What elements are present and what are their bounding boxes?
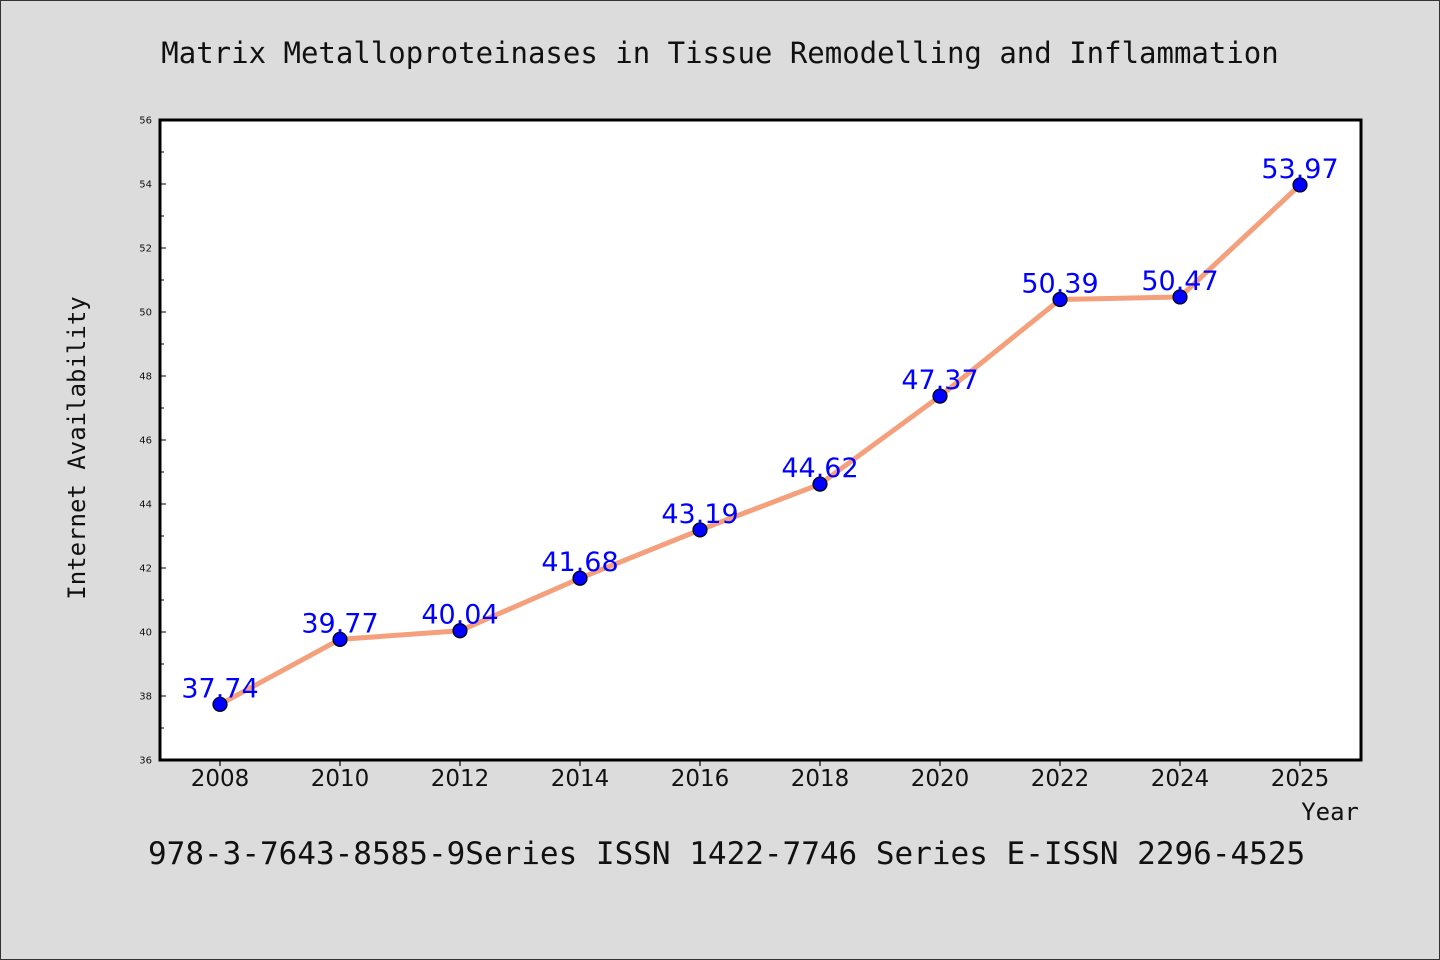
- y-tick-label: 56: [139, 116, 152, 127]
- chart-title: Matrix Metalloproteinases in Tissue Remo…: [161, 36, 1278, 70]
- y-tick-label: 48: [139, 372, 152, 383]
- y-tick-label: 44: [139, 500, 152, 511]
- data-point: [1172, 289, 1188, 305]
- data-label: 40.04: [421, 600, 498, 631]
- data-point: [452, 623, 468, 639]
- data-point: [1292, 177, 1308, 193]
- x-tick-label: 2025: [1271, 766, 1330, 792]
- data-point: [212, 696, 228, 712]
- data-label: 47.37: [901, 365, 978, 396]
- y-axis-label: Internet Availability: [63, 296, 91, 599]
- data-label: 41.68: [541, 547, 618, 578]
- data-point: [572, 570, 588, 586]
- x-tick-label: 2020: [911, 766, 970, 792]
- data-point: [932, 388, 948, 404]
- data-point: [812, 476, 828, 492]
- y-tick-label: 50: [139, 308, 152, 319]
- data-label: 50.39: [1021, 269, 1098, 300]
- series-line: [217, 182, 1303, 707]
- y-tick-label: 40: [139, 628, 152, 639]
- y-axis: 36 38 40 42 44 46 48 50 52 54 56: [139, 116, 166, 767]
- data-markers: [212, 177, 1308, 712]
- y-tick-label: 38: [139, 692, 152, 703]
- data-point: [692, 522, 708, 538]
- data-label: 39.77: [301, 608, 378, 639]
- data-label: 37.74: [181, 673, 258, 704]
- x-tick-label: 2014: [551, 766, 610, 792]
- x-axis: 2008 2010 2012 2014 2016 2018 2020 2022 2024 2025: [191, 760, 1330, 792]
- x-tick-label: 2016: [671, 766, 730, 792]
- y-tick-label: 36: [139, 756, 152, 767]
- x-axis-label: Year: [1301, 798, 1359, 826]
- data-label: 53.97: [1261, 154, 1338, 185]
- series-line-group: [217, 182, 1303, 707]
- data-labels: 37.74 39.77 40.04 41.68 43.19 44.62 47.37 50.39…: [181, 154, 1338, 704]
- y-tick-label: 42: [139, 564, 152, 575]
- data-label: 43.19: [661, 499, 738, 530]
- footer-text: 978-3-7643-8585-9Series ISSN 1422-7746 S…: [148, 836, 1305, 872]
- data-label: 50.47: [1141, 266, 1218, 297]
- x-tick-label: 2010: [311, 766, 370, 792]
- x-tick-label: 2024: [1151, 766, 1210, 792]
- y-tick-label: 52: [139, 244, 152, 255]
- plot-area: [158, 118, 1363, 762]
- y-tick-label: 46: [139, 436, 152, 447]
- x-tick-label: 2018: [791, 766, 850, 792]
- y-tick-label: 54: [139, 180, 152, 191]
- data-label: 44.62: [781, 453, 858, 484]
- data-point: [1052, 291, 1068, 308]
- x-tick-label: 2022: [1031, 766, 1090, 792]
- x-tick-label: 2008: [191, 766, 250, 792]
- x-tick-label: 2012: [431, 766, 490, 792]
- data-point: [332, 631, 348, 647]
